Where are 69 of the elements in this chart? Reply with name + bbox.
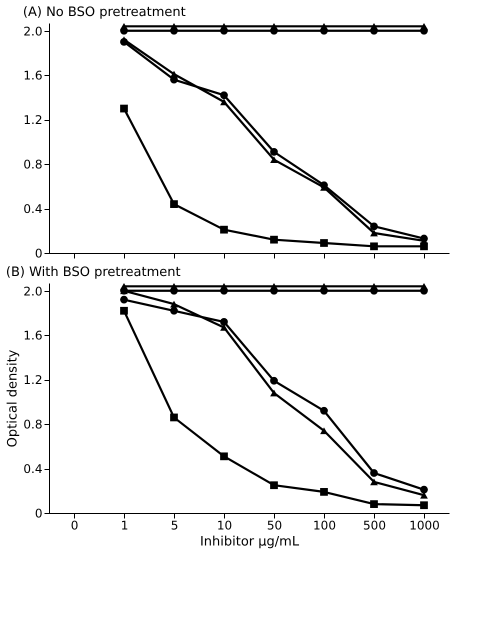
- y-tick-label: 0: [34, 246, 42, 260]
- point: [320, 286, 328, 295]
- point: [220, 26, 228, 35]
- point: [170, 306, 178, 315]
- point: [320, 239, 328, 247]
- point: [170, 26, 178, 35]
- point: [120, 296, 128, 304]
- point: [270, 376, 278, 385]
- point: [370, 286, 378, 295]
- y-axis-title: Optical density: [5, 349, 20, 448]
- point: [220, 318, 228, 326]
- point: [170, 286, 178, 295]
- point: [220, 286, 228, 295]
- point: [370, 469, 378, 477]
- point: [120, 306, 128, 315]
- point: [270, 236, 278, 244]
- point: [270, 390, 278, 396]
- y-tick-label: 1.2: [23, 113, 42, 128]
- point: [120, 26, 128, 35]
- y-tick-label: 2.0: [23, 24, 42, 38]
- y-tick-label: 1.6: [23, 328, 42, 343]
- point: [170, 70, 178, 78]
- point: [320, 427, 328, 434]
- point: [220, 98, 228, 106]
- point: [320, 488, 328, 496]
- point: [220, 91, 228, 100]
- y-tick-label: 0.4: [23, 462, 42, 476]
- x-tick-label: 10: [216, 518, 232, 532]
- point: [370, 222, 378, 230]
- chart-title: (A) No BSO pretreatment: [22, 4, 186, 20]
- point: [370, 478, 378, 486]
- y-tick-label: 1.6: [23, 68, 42, 83]
- point: [120, 104, 128, 112]
- y-tick-label: 0.8: [23, 158, 42, 172]
- x-tick-label: 0: [70, 518, 78, 532]
- x-tick-label: 1000: [409, 518, 440, 532]
- point: [270, 26, 278, 35]
- point: [370, 26, 378, 35]
- point: [370, 500, 378, 508]
- x-tick-label: 100: [313, 518, 336, 532]
- point: [170, 414, 178, 422]
- point: [170, 200, 178, 208]
- point: [420, 26, 428, 35]
- chart-title: (B) With BSO pretreatment: [6, 264, 181, 280]
- point: [420, 501, 428, 510]
- point: [270, 156, 278, 164]
- x-axis-title: Inhibitor μg/mL: [200, 534, 300, 550]
- y-tick-label: 0.4: [23, 202, 42, 216]
- point: [270, 286, 278, 295]
- point: [270, 148, 278, 156]
- point: [220, 452, 228, 460]
- point: [320, 406, 328, 415]
- point: [370, 242, 378, 250]
- point: [420, 486, 428, 494]
- y-tick-label: 1.2: [23, 373, 42, 388]
- x-tick-label: 5: [170, 518, 178, 532]
- point: [270, 481, 278, 490]
- point: [170, 300, 178, 308]
- point: [220, 226, 228, 234]
- point: [420, 286, 428, 295]
- x-tick-label: 1: [120, 518, 128, 532]
- y-tick-label: 0: [34, 506, 42, 520]
- point: [320, 26, 328, 35]
- y-tick-label: 0.8: [23, 418, 42, 432]
- point: [420, 242, 428, 250]
- point: [370, 230, 378, 236]
- x-tick-label: 500: [363, 518, 386, 532]
- x-tick-label: 50: [266, 518, 282, 532]
- y-tick-label: 2.0: [23, 284, 42, 298]
